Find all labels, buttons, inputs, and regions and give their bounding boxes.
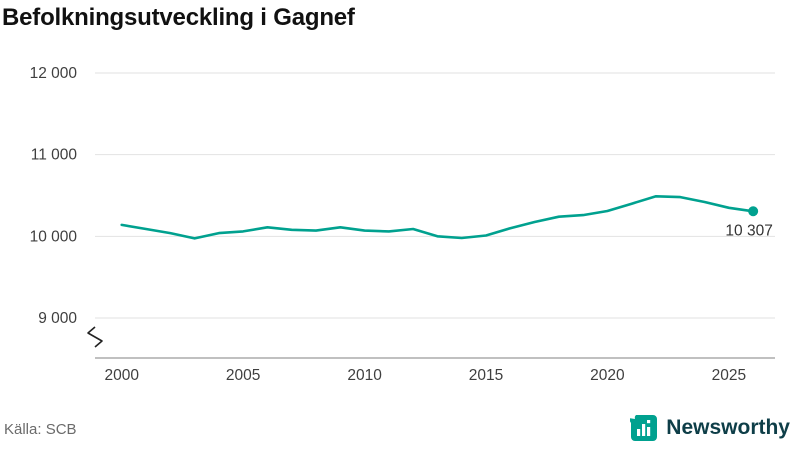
chart-title: Befolkningsutveckling i Gagnef (2, 4, 355, 31)
logo-bar-3 (647, 427, 651, 436)
y-tick-label: 10 000 (30, 228, 78, 245)
y-tick-label: 11 000 (31, 147, 78, 164)
population-line-chart: 9 000 10 000 11 000 12 000 2000 2005 2010 2015 2… (30, 65, 775, 384)
source-label: Källa: SCB (4, 421, 77, 438)
brand-name: Newsworthy (666, 416, 790, 439)
newsworthy-logo-icon (630, 415, 658, 441)
x-tick-label: 2025 (712, 367, 746, 384)
x-tick-label: 2015 (469, 367, 503, 384)
logo-dot (647, 420, 651, 424)
y-tick-label: 9 000 (38, 310, 77, 327)
x-tick-label: 2000 (104, 367, 139, 384)
newsworthy-logo: Newsworthy (630, 414, 790, 442)
x-tick-label: 2010 (347, 367, 382, 384)
y-tick-label: 12 000 (30, 65, 78, 82)
logo-bar-1 (637, 429, 641, 436)
x-tick-label: 2005 (226, 367, 260, 384)
logo-bar-2 (642, 424, 646, 436)
end-dot (748, 206, 759, 217)
series-line (120, 195, 755, 240)
axis-break-icon (87, 326, 103, 348)
x-tick-label: 2020 (590, 367, 625, 384)
end-value-label: 10 307 (725, 222, 772, 239)
